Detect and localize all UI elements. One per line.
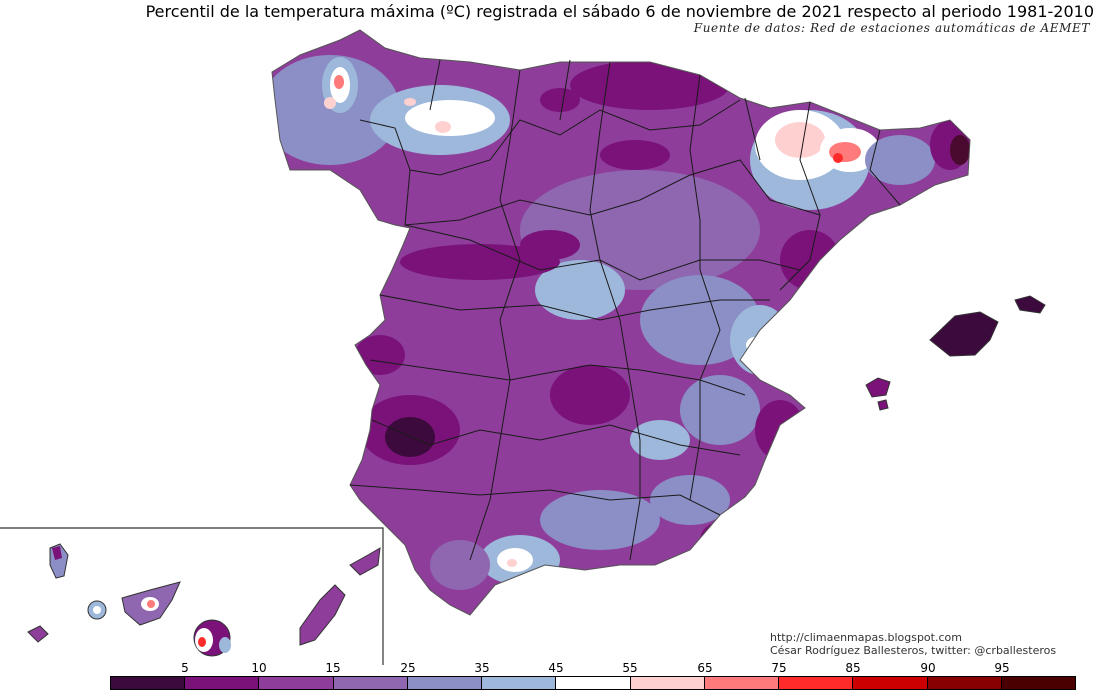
legend-swatch: [704, 677, 780, 689]
credit-author: César Rodríguez Ballesteros, twitter: @c…: [770, 644, 1057, 657]
legend-label: 90: [920, 661, 936, 675]
province-borders: [349, 59, 901, 561]
legend-label: 75: [771, 661, 787, 675]
legend-color-bar: [110, 676, 1076, 690]
map-title: Percentil de la temperatura máxima (ºC) …: [145, 2, 1094, 21]
legend-label: 65: [697, 661, 713, 675]
legend-label: 45: [548, 661, 564, 675]
coastline: [271, 29, 971, 616]
balearic-islands: [865, 295, 1046, 411]
legend-label: 35: [474, 661, 490, 675]
legend-swatch: [630, 677, 705, 689]
legend-swatch: [556, 677, 631, 689]
data-source-note: Fuente de datos: Red de estaciones autom…: [693, 21, 1090, 35]
legend-label: 95: [994, 661, 1010, 675]
legend-swatch: [111, 677, 186, 689]
legend-label: 5: [181, 661, 189, 675]
legend-label: 55: [622, 661, 638, 675]
legend-swatch: [927, 677, 1002, 689]
legend-swatch: [259, 677, 334, 689]
legend-swatch: [185, 677, 260, 689]
legend-swatch: [407, 677, 483, 689]
canary-islands-inset: [0, 527, 384, 665]
legend-label: 25: [400, 661, 416, 675]
legend-swatch: [1001, 677, 1076, 689]
iberia-landmass: [272, 30, 970, 615]
legend-swatch: [482, 677, 557, 689]
legend-swatch: [779, 677, 854, 689]
credit-url: http://climaenmapas.blogspot.com: [770, 631, 962, 644]
legend-label: 10: [251, 661, 267, 675]
legend-swatch: [853, 677, 928, 689]
legend-label: 15: [325, 661, 341, 675]
legend-swatch: [333, 677, 408, 689]
legend-label: 85: [845, 661, 861, 675]
